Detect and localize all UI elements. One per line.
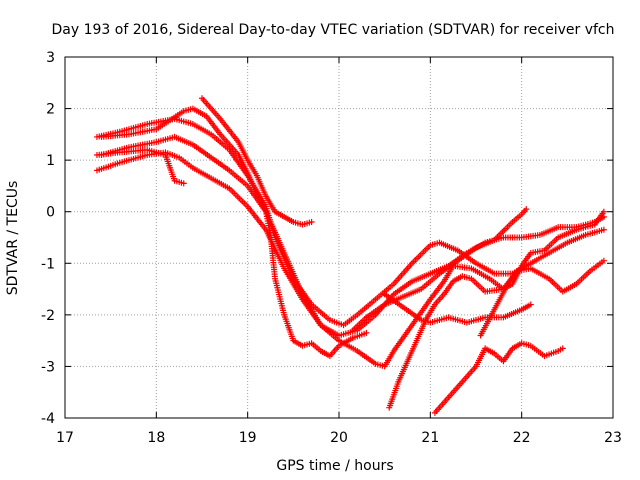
x-axis-label: GPS time / hours xyxy=(276,458,393,474)
x-tick-label: 22 xyxy=(513,430,531,446)
data-point-marker xyxy=(523,206,530,213)
data-point-marker xyxy=(600,226,607,233)
y-tick-label: 2 xyxy=(46,102,55,118)
x-tick-label: 23 xyxy=(604,430,622,446)
data-series xyxy=(93,95,607,416)
data-point-marker xyxy=(514,268,521,275)
data-point-marker xyxy=(600,257,607,264)
data-point-marker xyxy=(180,180,187,187)
y-tick-label: -4 xyxy=(41,411,55,427)
chart-title: Day 193 of 2016, Sidereal Day-to-day VTE… xyxy=(51,22,614,38)
series-track-11 xyxy=(477,268,521,339)
y-tick-label: 1 xyxy=(46,153,55,169)
series-track-2 xyxy=(98,133,607,339)
x-tick-label: 18 xyxy=(147,430,165,446)
x-tick-label: 20 xyxy=(330,430,348,446)
data-point-marker xyxy=(527,301,534,308)
data-point-marker xyxy=(363,329,370,336)
series-track-1 xyxy=(93,115,607,329)
y-tick-label: -1 xyxy=(41,256,55,272)
series-track-10 xyxy=(431,340,566,416)
data-point-marker xyxy=(559,345,566,352)
y-axis-label: SDTVAR / TECUs xyxy=(5,181,21,296)
y-tick-label: -3 xyxy=(41,359,55,375)
series-track-6 xyxy=(199,95,315,228)
x-tick-label: 21 xyxy=(421,430,439,446)
series-track-5 xyxy=(93,146,187,187)
series-track-7 xyxy=(349,206,530,334)
data-point-marker xyxy=(600,208,607,215)
y-tick-label: 0 xyxy=(46,205,55,221)
series-track-9 xyxy=(386,257,607,411)
x-tick-label: 19 xyxy=(239,430,257,446)
y-tick-label: -2 xyxy=(41,308,55,324)
x-tick-label: 17 xyxy=(56,430,74,446)
series-track-3 xyxy=(98,105,370,360)
data-point-marker xyxy=(308,219,315,226)
y-tick-label: 3 xyxy=(46,50,55,66)
